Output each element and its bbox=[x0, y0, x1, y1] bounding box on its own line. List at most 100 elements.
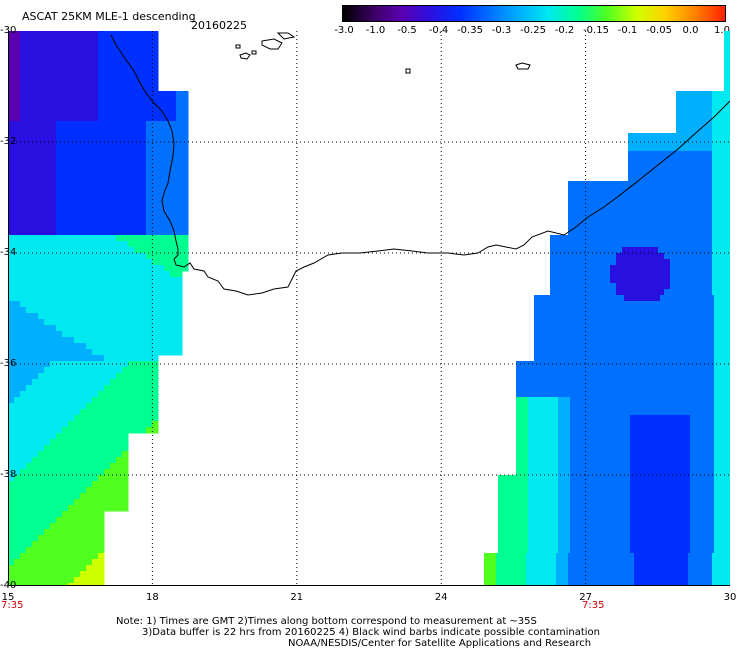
swath-cell bbox=[592, 193, 599, 200]
swath-cell bbox=[140, 373, 147, 380]
swath-cell bbox=[646, 187, 653, 194]
swath-cell bbox=[700, 205, 707, 212]
swath-cell bbox=[176, 169, 183, 176]
swath-cell bbox=[516, 367, 523, 374]
swath-cell bbox=[696, 415, 703, 422]
swath-cell bbox=[636, 325, 643, 332]
swath-cell bbox=[678, 481, 685, 488]
swath-cell bbox=[92, 163, 99, 170]
swath-cell bbox=[56, 511, 63, 518]
swath-cell bbox=[122, 259, 129, 266]
swath-cell bbox=[68, 61, 75, 68]
swath-cell bbox=[558, 487, 565, 494]
swath-cell bbox=[696, 493, 703, 500]
swath-cell bbox=[20, 193, 27, 200]
swath-cell bbox=[682, 553, 689, 560]
swath-cell bbox=[20, 259, 27, 266]
swath-cell bbox=[682, 121, 689, 128]
swath-cell bbox=[164, 97, 171, 104]
swath-cell bbox=[682, 265, 689, 272]
swath-cell bbox=[676, 97, 683, 104]
swath-cell bbox=[8, 511, 15, 518]
swath-cell bbox=[694, 229, 701, 236]
swath-cell bbox=[68, 223, 75, 230]
swath-cell bbox=[110, 109, 117, 116]
swath-cell bbox=[80, 181, 87, 188]
swath-cell bbox=[628, 229, 635, 236]
swath-cell bbox=[152, 403, 159, 410]
swath-cell bbox=[176, 241, 183, 248]
swath-cell bbox=[672, 421, 679, 428]
swath-cell bbox=[146, 163, 153, 170]
swath-cell bbox=[8, 349, 15, 356]
swath-cell bbox=[92, 253, 99, 260]
swath-cell bbox=[688, 217, 695, 224]
longitude-label: 27 bbox=[579, 592, 592, 603]
swath-cell bbox=[8, 307, 15, 314]
swath-cell bbox=[140, 55, 147, 62]
swath-cell bbox=[74, 397, 81, 404]
swath-cell bbox=[610, 235, 617, 242]
swath-cell bbox=[56, 109, 63, 116]
swath-cell bbox=[678, 487, 685, 494]
swath-cell bbox=[20, 31, 27, 38]
swath-cell bbox=[726, 367, 730, 374]
swath-cell bbox=[552, 511, 559, 518]
swath-cell bbox=[122, 199, 129, 206]
swath-cell bbox=[140, 205, 147, 212]
swath-cell bbox=[14, 373, 21, 380]
swath-cell bbox=[32, 475, 39, 482]
swath-cell bbox=[44, 139, 51, 146]
swath-cell bbox=[74, 325, 81, 332]
swath-cell bbox=[62, 277, 69, 284]
swath-cell bbox=[80, 145, 87, 152]
swath-cell bbox=[516, 499, 523, 506]
swath-cell bbox=[80, 499, 87, 506]
swath-cell bbox=[50, 229, 57, 236]
swath-cell bbox=[708, 451, 715, 458]
swath-cell bbox=[670, 565, 677, 572]
swath-cell bbox=[38, 133, 45, 140]
swath-cell bbox=[44, 325, 51, 332]
swath-cell bbox=[550, 571, 557, 578]
swath-cell bbox=[128, 397, 135, 404]
swath-cell bbox=[56, 463, 63, 470]
swath-cell bbox=[670, 559, 677, 566]
swath-cell bbox=[576, 427, 583, 434]
swath-cell bbox=[20, 415, 27, 422]
swath-cell bbox=[702, 529, 709, 536]
swath-cell bbox=[646, 181, 653, 188]
swath-cell bbox=[116, 31, 123, 38]
swath-cell bbox=[74, 343, 81, 350]
swath-cell bbox=[92, 49, 99, 56]
swath-cell bbox=[122, 505, 129, 512]
swath-cell bbox=[32, 229, 39, 236]
swath-cell bbox=[634, 199, 641, 206]
swath-cell bbox=[170, 349, 177, 356]
swath-cell bbox=[62, 493, 69, 500]
swath-cell bbox=[562, 577, 569, 584]
swath-cell bbox=[570, 517, 577, 524]
swath-cell bbox=[552, 445, 559, 452]
swath-cell bbox=[14, 559, 21, 566]
swath-cell bbox=[164, 91, 171, 98]
swath-cell bbox=[92, 31, 99, 38]
swath-cell bbox=[702, 385, 709, 392]
swath-cell bbox=[616, 223, 623, 230]
swath-cell bbox=[592, 229, 599, 236]
swath-cell bbox=[8, 247, 15, 254]
swath-cell bbox=[594, 517, 601, 524]
swath-cell bbox=[628, 565, 635, 572]
swath-cell bbox=[80, 361, 87, 368]
swath-cell bbox=[682, 289, 689, 296]
swath-cell bbox=[146, 127, 153, 134]
swath-cell bbox=[618, 523, 625, 530]
swath-cell bbox=[128, 229, 135, 236]
swath-cell bbox=[50, 535, 57, 542]
swath-cell bbox=[20, 409, 27, 416]
swath-cell bbox=[726, 457, 730, 464]
swath-cell bbox=[176, 115, 183, 122]
swath-cell bbox=[570, 523, 577, 530]
swath-cell bbox=[592, 181, 599, 188]
swath-cell bbox=[702, 307, 709, 314]
